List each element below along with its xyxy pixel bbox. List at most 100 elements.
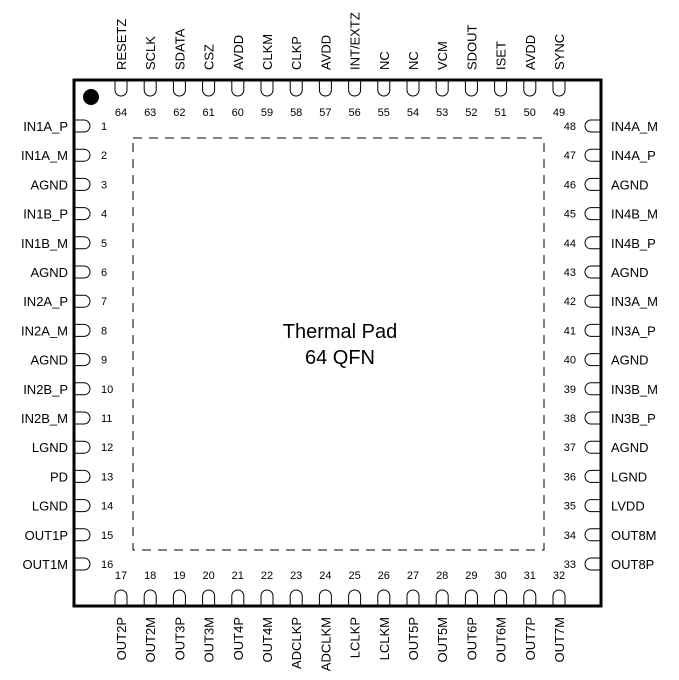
pin-name-46: AGND <box>611 177 649 192</box>
package-body <box>72 78 603 608</box>
pin-pad-45 <box>584 207 600 221</box>
pin-number-19: 19 <box>173 570 185 582</box>
pin-name-54: NC <box>406 51 421 70</box>
pin-name-11: IN2B_M <box>21 411 68 426</box>
pin-name-33: OUT8P <box>611 557 654 572</box>
pin-pad-34 <box>584 528 600 542</box>
pin-name-52: SDOUT <box>464 24 479 70</box>
pin-number-10: 10 <box>101 384 113 396</box>
pin-name-60: AVDD <box>231 35 246 70</box>
pin-pad-61 <box>202 81 216 97</box>
pin-name-29: OUT6P <box>464 617 479 660</box>
pin-name-32: OUT7M <box>552 617 567 663</box>
pin-name-35: LVDD <box>611 499 645 514</box>
pin-name-9: AGND <box>30 353 68 368</box>
pin-number-63: 63 <box>144 107 156 119</box>
pin-name-26: LCLKM <box>377 617 392 660</box>
pin-number-30: 30 <box>494 570 506 582</box>
pin-number-27: 27 <box>407 570 419 582</box>
pin-number-64: 64 <box>115 107 127 119</box>
pin-pad-16 <box>75 557 91 571</box>
pin-number-32: 32 <box>553 570 565 582</box>
pin-pad-4 <box>75 207 91 221</box>
pin-name-50: AVDD <box>523 35 538 70</box>
pin-number-57: 57 <box>319 107 331 119</box>
pin-number-49: 49 <box>553 107 565 119</box>
pin-pad-41 <box>584 323 600 337</box>
pin-name-16: OUT1M <box>23 557 69 572</box>
pin-name-55: NC <box>377 51 392 70</box>
pin-name-34: OUT8M <box>611 528 657 543</box>
pin-number-12: 12 <box>101 442 113 454</box>
pin-number-5: 5 <box>101 238 107 250</box>
pin-number-1: 1 <box>101 121 107 133</box>
pin-pad-2 <box>75 148 91 162</box>
pin-number-48: 48 <box>564 121 576 133</box>
pin-pad-21 <box>231 589 245 605</box>
pin-name-38: IN3B_P <box>611 411 656 426</box>
pin-name-48: IN4A_M <box>611 119 658 134</box>
pin-pad-32 <box>552 589 566 605</box>
pin-pad-60 <box>231 81 245 97</box>
thermal-pad-outline <box>132 137 545 551</box>
pin-pad-11 <box>75 411 91 425</box>
pin-number-43: 43 <box>564 267 576 279</box>
pin-name-10: IN2B_P <box>23 382 68 397</box>
pin-pad-58 <box>289 81 303 97</box>
pin-number-4: 4 <box>101 209 107 221</box>
pin-number-31: 31 <box>524 570 536 582</box>
pin-name-12: LGND <box>32 440 68 455</box>
pin-pad-62 <box>172 81 186 97</box>
pin-name-64: RESETZ <box>114 19 129 70</box>
pin-number-14: 14 <box>101 501 113 513</box>
pin-name-19: OUT3P <box>172 617 187 660</box>
pin-number-20: 20 <box>202 570 214 582</box>
pin-pad-51 <box>494 81 508 97</box>
pin-pad-22 <box>260 589 274 605</box>
pin-name-2: IN1A_M <box>21 148 68 163</box>
pin-number-17: 17 <box>115 570 127 582</box>
pin-number-62: 62 <box>173 107 185 119</box>
pin-pad-55 <box>377 81 391 97</box>
pin-name-61: CSZ <box>202 44 217 70</box>
pin-number-3: 3 <box>101 179 107 191</box>
pin-pad-15 <box>75 528 91 542</box>
pin-number-16: 16 <box>101 559 113 571</box>
pin-pad-40 <box>584 353 600 367</box>
pin-pad-63 <box>143 81 157 97</box>
pin-pad-49 <box>552 81 566 97</box>
pin-name-1: IN1A_P <box>23 119 68 134</box>
pin-number-11: 11 <box>101 413 112 425</box>
pin-name-40: AGND <box>611 353 649 368</box>
pin-name-30: OUT6M <box>494 617 509 663</box>
pin-number-2: 2 <box>101 150 107 162</box>
pin-name-56: INT/EXTZ <box>348 12 363 70</box>
pin-name-24: ADCLKM <box>318 617 333 671</box>
pin-name-8: IN2A_M <box>21 323 68 338</box>
pin-number-26: 26 <box>378 570 390 582</box>
pin-pad-37 <box>584 440 600 454</box>
pin-number-6: 6 <box>101 267 107 279</box>
pin-number-50: 50 <box>524 107 536 119</box>
pin-number-61: 61 <box>202 107 214 119</box>
pin-pad-19 <box>172 589 186 605</box>
pin-pad-27 <box>406 589 420 605</box>
pin-pad-44 <box>584 236 600 250</box>
pin-number-52: 52 <box>465 107 477 119</box>
pin-number-21: 21 <box>232 570 244 582</box>
pin-number-54: 54 <box>407 107 419 119</box>
pin-number-39: 39 <box>564 384 576 396</box>
pin-number-23: 23 <box>290 570 302 582</box>
pin-number-29: 29 <box>465 570 477 582</box>
pin-name-39: IN3B_M <box>611 382 658 397</box>
pin-name-27: OUT5P <box>406 617 421 660</box>
pin1-indicator-dot <box>83 89 99 105</box>
pin-pad-64 <box>114 81 128 97</box>
pin-pad-14 <box>75 499 91 513</box>
pins-layer: IN1A_P 1 IN1A_M 2 AGND 3 IN1B_P 4 IN1B_M 5 AGND 6 IN… <box>21 12 658 671</box>
pin-number-8: 8 <box>101 325 107 337</box>
pin-number-22: 22 <box>261 570 273 582</box>
pin-name-28: OUT5M <box>435 617 450 663</box>
pin-pad-8 <box>75 323 91 337</box>
